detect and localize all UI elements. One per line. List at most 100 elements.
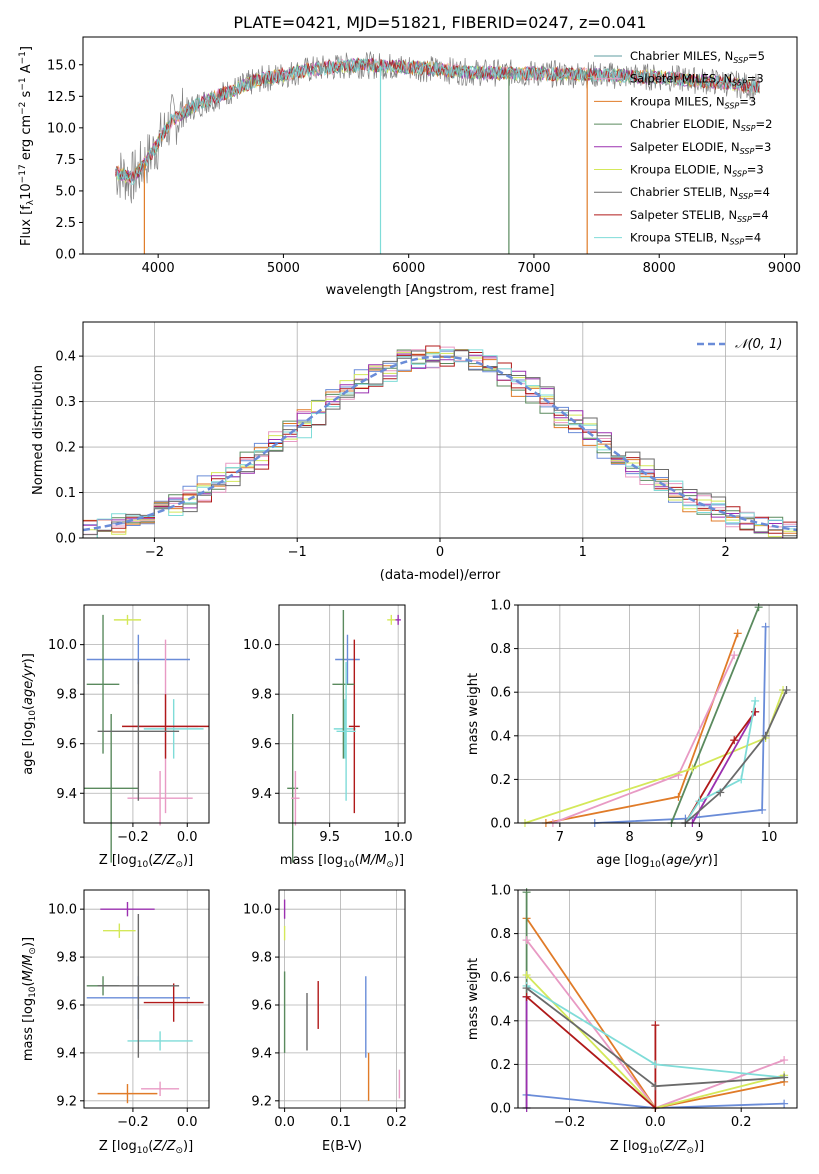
- y-tick-label: 9.4: [251, 787, 272, 802]
- residual-xlabel: (data-model)/error: [380, 568, 501, 583]
- y-tick-label: 15.0: [47, 58, 76, 73]
- spectrum-model-line: [115, 58, 760, 186]
- y-tick-label: 10.0: [243, 638, 272, 653]
- age-vs-z-xlabel: Z [log10(Z/Z⊙)]: [99, 853, 193, 870]
- residual-histogram-step: [83, 350, 797, 537]
- mass-vs-z-panel: −0.2 0.09.29.49.69.810.0 Z [log10(Z/Z⊙)] …: [21, 889, 210, 1156]
- legend-label: Kroupa STELIB, NSSP=4: [630, 231, 761, 247]
- mass-vs-z-axes-frame: [83, 889, 210, 1109]
- legend-label: Chabrier MILES, NSSP=5: [630, 49, 765, 65]
- y-tick-label: 10.0: [47, 121, 76, 136]
- normal-curve: [83, 355, 797, 532]
- spectrum-title: PLATE=0421, MJD=51821, FIBERID=0247, z=0…: [233, 13, 646, 32]
- y-tick-label: 9.2: [251, 1094, 272, 1109]
- weight-vs-age-ylabel: mass weight: [466, 673, 481, 755]
- y-tick-label: 9.8: [56, 688, 77, 703]
- spectrum-axes-frame: [82, 36, 798, 255]
- x-tick-label: −0.2: [554, 1115, 586, 1130]
- y-tick-label: 10.0: [48, 638, 77, 653]
- x-tick-label: 0.0: [177, 830, 198, 845]
- y-tick-label: 12.5: [47, 90, 76, 105]
- y-tick-label: 10.0: [48, 903, 77, 918]
- legend-label: Kroupa MILES, NSSP=3: [630, 94, 756, 110]
- y-tick-label: 0.0: [55, 248, 76, 263]
- x-tick-label: −1: [288, 545, 307, 560]
- legend-label: Salpeter STELIB, NSSP=4: [630, 208, 769, 224]
- y-tick-label: 9.4: [251, 1046, 272, 1061]
- y-tick-label: 0.2: [490, 773, 511, 788]
- y-tick-label: 0.4: [55, 350, 76, 365]
- weight-vs-z-axes-frame: [517, 889, 798, 1109]
- x-tick-label: 10: [761, 830, 778, 845]
- x-tick-label: 0.0: [177, 1115, 198, 1130]
- legend-label: Salpeter MILES, NSSP=3: [630, 72, 764, 88]
- mass-vs-z-xlabel: Z [log10(Z/Z⊙)]: [99, 1139, 193, 1156]
- x-tick-label: 8000: [643, 261, 676, 276]
- mass-vs-ebv-axes-frame: [278, 889, 406, 1109]
- y-tick-label: 9.2: [56, 1094, 77, 1109]
- age-vs-z-panel: −0.2 0.0 9.4 9.6 9.8 10.0 Z [log10(Z/Z⊙)] age…: [21, 604, 210, 870]
- y-tick-label: 9.6: [251, 737, 272, 752]
- mass-weight-line: [594, 626, 767, 824]
- x-tick-label: 6000: [392, 261, 425, 276]
- y-tick-label: 0.0: [490, 817, 511, 832]
- x-tick-label: 9.5: [319, 830, 340, 845]
- age-vs-mass-xlabel: mass [log10(M/M⊙)]: [280, 853, 404, 870]
- residual-ylabel: Normed distribution: [31, 365, 46, 495]
- age-vs-z-axes-frame: [83, 604, 210, 824]
- y-tick-label: 1.0: [490, 599, 511, 614]
- y-tick-label: 10.0: [243, 903, 272, 918]
- y-tick-label: 0.4: [490, 729, 511, 744]
- y-tick-label: 5.0: [55, 184, 76, 199]
- x-tick-label: 0.0: [645, 1115, 666, 1130]
- x-tick-label: 9000: [768, 261, 801, 276]
- residual-panel: −2 −1 0 1 2 0.0 0.1 0.2 0.3 0.4 𝒩(0, 1) (data-mod…: [31, 321, 798, 583]
- spectrum-ylabel: Flux [fλ10−17 erg cm−2 s−1 A−1]: [18, 46, 36, 246]
- y-tick-label: 0.3: [55, 395, 76, 410]
- spectrum-xlabel: wavelength [Angstrom, rest frame]: [326, 283, 555, 298]
- x-tick-label: 9: [695, 830, 703, 845]
- x-tick-label: 2: [721, 545, 729, 560]
- x-tick-label: 0.0: [274, 1115, 295, 1130]
- mass-weight-line: [684, 689, 788, 824]
- y-tick-label: 9.4: [56, 787, 77, 802]
- mass-weight-line: [691, 711, 756, 824]
- mass-weight-line: [670, 606, 760, 824]
- y-tick-label: 0.2: [55, 441, 76, 456]
- residual-legend: 𝒩(0, 1): [697, 337, 782, 352]
- weight-vs-z-ylabel: mass weight: [466, 958, 481, 1040]
- legend-label: Chabrier STELIB, NSSP=4: [630, 185, 770, 201]
- x-tick-label: 4000: [142, 261, 175, 276]
- y-tick-label: 9.4: [56, 1046, 77, 1061]
- normal-legend-label: 𝒩(0, 1): [735, 337, 782, 352]
- y-tick-label: 0.8: [490, 927, 511, 942]
- y-tick-label: 9.6: [56, 998, 77, 1013]
- y-tick-label: 2.5: [55, 216, 76, 231]
- age-vs-mass-axes-frame: [278, 604, 406, 824]
- mass-vs-z-ylabel: mass [log10(M/M⊙)]: [21, 937, 38, 1061]
- spectrum-legend: Chabrier MILES, NSSP=5 Salpeter MILES, NS…: [594, 49, 772, 247]
- legend-label: Salpeter ELODIE, NSSP=3: [630, 140, 771, 156]
- weight-vs-age-axes-frame: [517, 604, 798, 824]
- y-tick-label: 0.4: [490, 1014, 511, 1029]
- mass-vs-ebv-xlabel: E(B-V): [322, 1139, 362, 1154]
- y-tick-label: 9.8: [251, 688, 272, 703]
- x-tick-label: 1: [579, 545, 587, 560]
- y-tick-label: 0.6: [490, 971, 511, 986]
- y-tick-label: 0.6: [490, 686, 511, 701]
- y-tick-label: 0.0: [55, 532, 76, 547]
- x-tick-label: 0.1: [330, 1115, 351, 1130]
- x-tick-label: 0: [436, 545, 444, 560]
- x-tick-label: 7000: [517, 261, 550, 276]
- x-tick-label: −0.2: [117, 1115, 149, 1130]
- residual-histogram-step: [83, 349, 797, 538]
- x-tick-label: 5000: [267, 261, 300, 276]
- mass-vs-ebv-panel: 0.0 0.1 0.2 9.2 9.4 9.6 9.8 10.0 E(B-V): [243, 889, 407, 1154]
- x-tick-label: 0.2: [731, 1115, 752, 1130]
- y-tick-label: 9.6: [56, 737, 77, 752]
- legend-label: Chabrier ELODIE, NSSP=2: [630, 117, 772, 133]
- y-tick-label: 0.8: [490, 642, 511, 657]
- weight-vs-z-xlabel: Z [log10(Z/Z⊙)]: [610, 1139, 704, 1156]
